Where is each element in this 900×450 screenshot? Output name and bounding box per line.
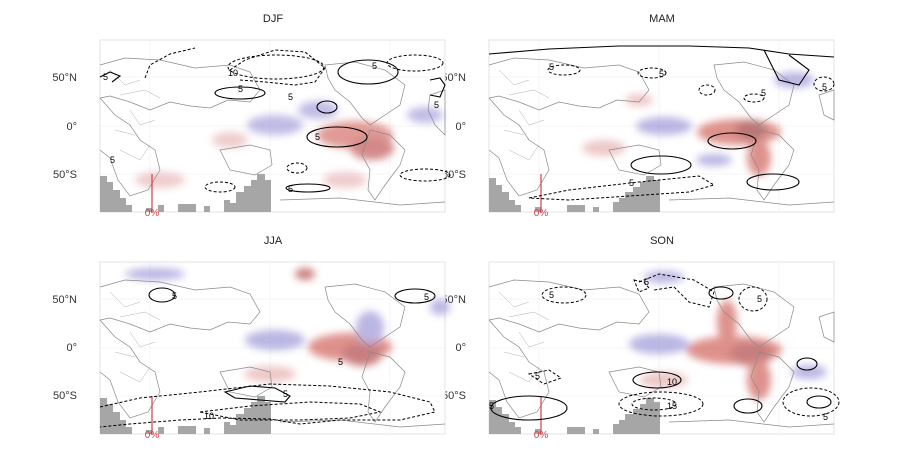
contours-positive xyxy=(148,287,436,403)
coastlines xyxy=(99,279,446,428)
contour-label: 5 xyxy=(535,371,540,381)
inset-label: 0% xyxy=(145,430,160,441)
contours-negative xyxy=(99,383,436,428)
lat-label-50s: 50°S xyxy=(442,169,466,181)
contour-label: 5 xyxy=(757,294,762,304)
contour-label: 5 xyxy=(110,155,115,165)
anomaly-shading xyxy=(135,101,443,188)
inset-bars xyxy=(489,176,660,212)
lat-label-eq: 0° xyxy=(455,121,466,133)
contours-negative xyxy=(144,47,451,193)
lat-label-50s: 50°S xyxy=(53,169,77,181)
panel-title-son: SON xyxy=(650,235,674,247)
contour-label: 5 xyxy=(823,412,828,422)
inset-label: 0% xyxy=(534,430,549,441)
contour-label: 5 xyxy=(315,132,320,142)
contour-labels: 5 10 5 5 5 5 5 5 5 xyxy=(103,61,439,194)
panel-title-djf: DJF xyxy=(262,13,284,25)
contour-label: 5 xyxy=(761,88,766,98)
contour-label: 5 xyxy=(549,290,554,300)
contour-label: 5 xyxy=(372,61,377,71)
contour-labels: 5 5 5 5 10 xyxy=(172,291,429,421)
panel-djf: 0% 5 10 5 xyxy=(99,39,451,219)
coastlines xyxy=(488,57,835,206)
borders xyxy=(498,291,550,383)
panel-mam: 0% 5 5 5 5 5 xyxy=(488,39,835,219)
anomaly-shading xyxy=(125,268,450,382)
inset-bars xyxy=(100,396,271,434)
lat-label-50n: 50°N xyxy=(52,72,77,84)
contour-label: 5 xyxy=(434,100,439,110)
borders xyxy=(109,69,161,161)
contour-label: 15 xyxy=(667,401,677,411)
contour-label: 5 xyxy=(629,178,634,188)
contour-label: 10 xyxy=(204,411,214,421)
contours-negative xyxy=(528,64,835,201)
contour-label: 5 xyxy=(549,62,554,72)
contour-label: 5 xyxy=(489,401,494,411)
contours-positive xyxy=(99,59,446,193)
contour-labels: 5 5 5 5 10 15 5 5 xyxy=(489,277,828,422)
borders xyxy=(498,69,550,161)
panel-son: 0% 5 5 5 xyxy=(488,261,840,441)
contour-label: 5 xyxy=(644,277,649,287)
lat-label-eq: 0° xyxy=(66,342,77,354)
contour-label: 5 xyxy=(822,82,827,92)
contour-label: 10 xyxy=(667,377,677,387)
panel-title-mam: MAM xyxy=(649,13,675,25)
lat-label-eq: 0° xyxy=(66,121,77,133)
contour-label: 10 xyxy=(228,68,238,78)
coastlines xyxy=(488,279,835,428)
contour-label: 5 xyxy=(288,92,293,102)
contours-positive xyxy=(490,286,832,421)
borders xyxy=(109,291,161,383)
contour-labels: 5 5 5 5 5 xyxy=(549,62,827,188)
inset-bars xyxy=(100,174,271,212)
contours-negative xyxy=(527,273,840,417)
contour-label: 5 xyxy=(424,292,429,302)
inset-label: 0% xyxy=(534,208,549,219)
contour-label: 5 xyxy=(338,357,343,367)
lat-label-eq: 0° xyxy=(455,342,466,354)
inset-bars xyxy=(489,398,660,434)
contour-label: 5 xyxy=(172,291,177,301)
lat-label-50s: 50°S xyxy=(53,390,77,402)
contour-label: 5 xyxy=(659,69,664,79)
anomaly-shading xyxy=(582,72,814,176)
inset-label: 0% xyxy=(145,208,160,219)
contour-label: 5 xyxy=(103,72,108,82)
panel-title-jja: JJA xyxy=(263,235,283,247)
lat-label-50s: 50°S xyxy=(442,390,466,402)
contour-label: 5 xyxy=(238,84,243,94)
lat-label-50n: 50°N xyxy=(52,294,77,306)
contours-positive xyxy=(488,45,835,191)
lat-label-50n: 50°N xyxy=(441,72,466,84)
contour-label: 5 xyxy=(283,389,288,399)
contour-label: 5 xyxy=(288,184,293,194)
panel-jja: 0% 5 5 5 5 10 xyxy=(99,261,450,441)
